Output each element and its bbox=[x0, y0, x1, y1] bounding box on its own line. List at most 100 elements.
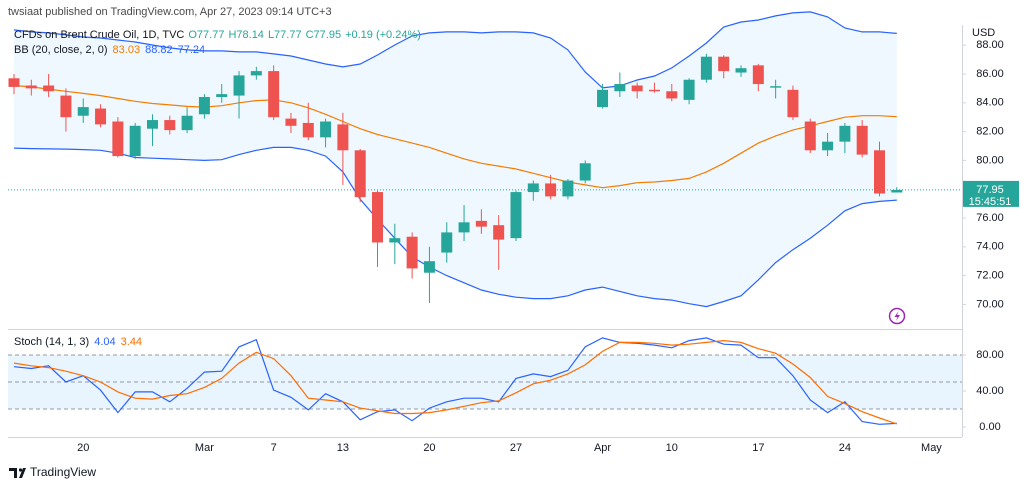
y-tick-label: 40.00 bbox=[976, 385, 1004, 397]
stoch-k-value: 4.04 bbox=[94, 336, 115, 348]
x-tick-label: 17 bbox=[752, 442, 764, 454]
candle-body bbox=[510, 192, 522, 239]
candle-body bbox=[718, 56, 730, 72]
x-tick-label: May bbox=[921, 442, 942, 454]
candle-body bbox=[441, 232, 453, 253]
stoch-title: Stoch (14, 1, 3) bbox=[14, 336, 89, 348]
last-price-box bbox=[963, 180, 1019, 207]
candle-body bbox=[683, 79, 695, 100]
candle-body bbox=[648, 89, 660, 92]
candle-body bbox=[320, 121, 332, 138]
y-tick-label: 72.00 bbox=[976, 270, 1004, 282]
candle-body bbox=[475, 220, 487, 227]
candle-body bbox=[839, 125, 851, 142]
last-price-label: 77.95 bbox=[976, 184, 1004, 196]
candle-body bbox=[423, 261, 435, 273]
legend-open: O77.77 bbox=[188, 29, 224, 41]
candle-body bbox=[856, 125, 868, 155]
legend-low: L77.77 bbox=[268, 29, 302, 41]
candle-body bbox=[198, 97, 210, 115]
candle-body bbox=[770, 86, 782, 88]
candle-body bbox=[545, 183, 557, 197]
candle-body bbox=[43, 85, 55, 92]
candle-body bbox=[735, 68, 747, 73]
candle-body bbox=[787, 89, 799, 118]
series-line bbox=[13, 11, 897, 89]
candle-body bbox=[458, 222, 470, 233]
stoch-d-value: 3.44 bbox=[121, 336, 142, 348]
brand-logo-dot bbox=[18, 468, 23, 472]
series-line bbox=[13, 84, 897, 189]
candle-body bbox=[666, 91, 678, 99]
candle-body bbox=[181, 115, 193, 131]
candle-body bbox=[614, 84, 626, 92]
legend-close: C77.95 bbox=[306, 29, 341, 41]
y-tick-label: 88.00 bbox=[976, 39, 1004, 51]
x-tick-label: 10 bbox=[666, 442, 678, 454]
bb-legend: BB (20, close, 2, 0) 83.03 88.82 77.24 bbox=[14, 44, 205, 56]
candle-body bbox=[372, 192, 384, 243]
alert-bolt[interactable] bbox=[894, 311, 901, 321]
candle-body bbox=[25, 85, 37, 89]
y-tick-label: 80.00 bbox=[976, 349, 1004, 361]
bb-upper-value: 88.82 bbox=[145, 44, 173, 56]
currency: USD bbox=[972, 27, 995, 39]
x-tick-label: 20 bbox=[77, 442, 89, 454]
candle-body bbox=[406, 236, 418, 269]
candle-body bbox=[752, 65, 764, 85]
candle-body bbox=[112, 121, 124, 157]
candle-body bbox=[804, 121, 816, 151]
candle-body bbox=[164, 120, 176, 131]
x-tick-label: 7 bbox=[271, 442, 277, 454]
brand: TradingView bbox=[9, 465, 96, 479]
legend: CFDs on Brent Crude Oil, 1D, TVC O77.77 H7… bbox=[14, 29, 421, 348]
candle-body bbox=[527, 183, 539, 193]
candle-body bbox=[631, 85, 643, 92]
alert-icon[interactable] bbox=[888, 307, 906, 325]
candle-body bbox=[597, 89, 609, 108]
legend-title: CFDs on Brent Crude Oil, 1D, TVC bbox=[14, 29, 184, 41]
bb-title: BB (20, close, 2, 0) bbox=[14, 44, 108, 56]
legend-high: H78.14 bbox=[228, 29, 263, 41]
candle-body bbox=[493, 225, 505, 240]
candle-body bbox=[233, 75, 245, 96]
candle-body bbox=[95, 108, 107, 125]
y-tick-label: 76.00 bbox=[976, 212, 1004, 224]
series-line bbox=[13, 146, 897, 308]
x-tick-label: 20 bbox=[423, 442, 435, 454]
stoch-legend: Stoch (14, 1, 3) 4.04 3.44 bbox=[14, 336, 142, 348]
x-tick-label: 27 bbox=[510, 442, 522, 454]
candle-body bbox=[60, 95, 72, 118]
candle-body bbox=[562, 180, 574, 197]
candle-body bbox=[250, 71, 262, 76]
candle-body bbox=[700, 56, 712, 80]
candle-body bbox=[268, 71, 280, 118]
x-tick-label: Mar bbox=[195, 442, 214, 454]
footer: TradingView bbox=[30, 465, 96, 479]
candle-body bbox=[8, 78, 20, 87]
y-tick-label: 74.00 bbox=[976, 241, 1004, 253]
bb-lower-value: 77.24 bbox=[178, 44, 206, 56]
series-line bbox=[13, 339, 897, 425]
candle-body bbox=[285, 118, 297, 126]
candle-body bbox=[146, 120, 158, 129]
candle-body bbox=[77, 107, 89, 116]
y-tick-label: 82.00 bbox=[976, 125, 1004, 137]
candle-body bbox=[354, 150, 366, 198]
candle-body bbox=[129, 125, 141, 157]
candle-body bbox=[302, 122, 314, 138]
candle-body bbox=[891, 189, 903, 193]
countdown-label: 15:45:51 bbox=[969, 196, 1012, 208]
plot-layer: 70.0072.0074.0076.0080.0082.0084.0086.00… bbox=[8, 11, 1019, 454]
candle-body bbox=[216, 94, 228, 98]
price-legend: CFDs on Brent Crude Oil, 1D, TVC O77.77 H7… bbox=[14, 29, 421, 41]
y-tick-label: 70.00 bbox=[976, 298, 1004, 310]
x-tick-label: 24 bbox=[839, 442, 851, 454]
legend-change: +0.19 (+0.24%) bbox=[345, 29, 421, 41]
brand-logo bbox=[9, 468, 26, 478]
candle-body bbox=[822, 141, 834, 151]
y-tick-label: 0.00 bbox=[979, 421, 1000, 433]
candle-body bbox=[874, 150, 885, 194]
